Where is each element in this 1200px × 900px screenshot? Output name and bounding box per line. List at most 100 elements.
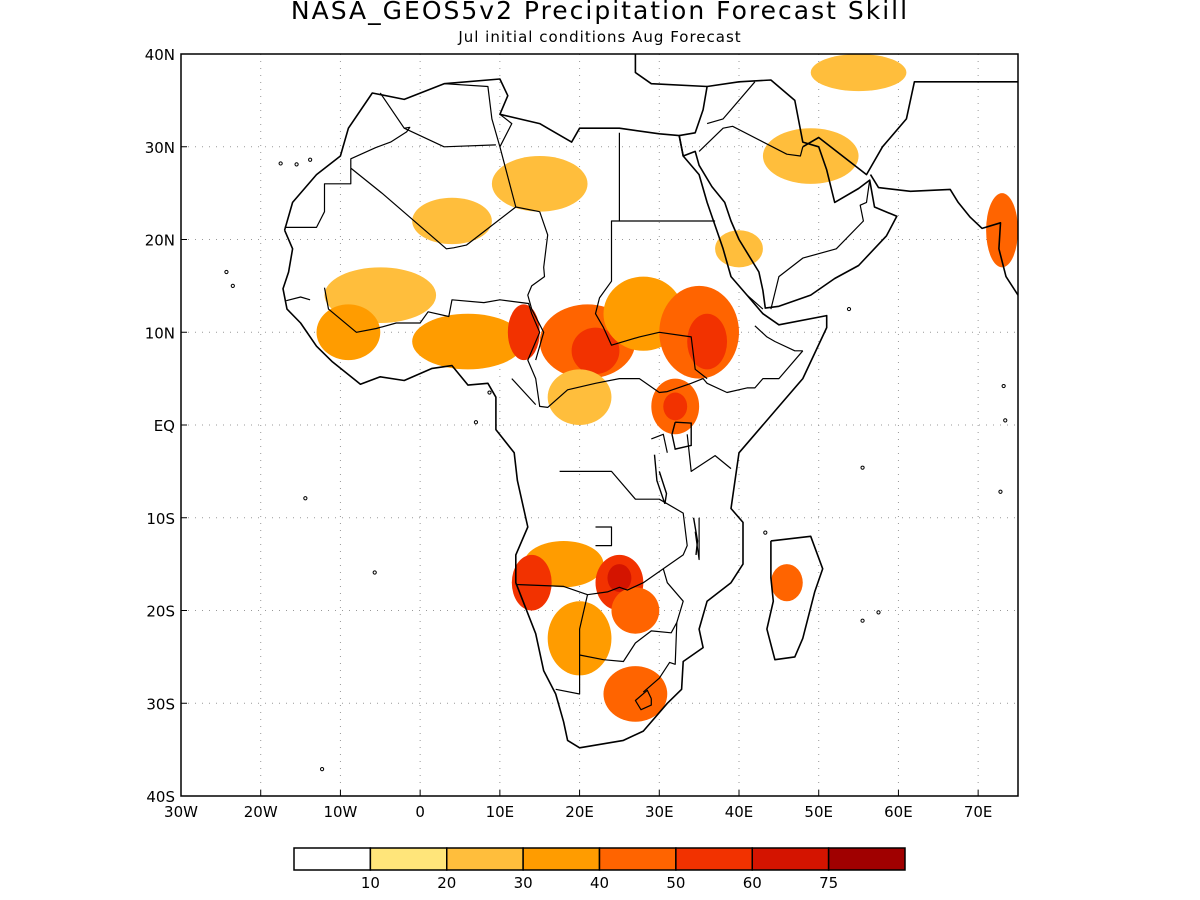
country-border	[403, 127, 496, 148]
lon-tick-label: 70E	[964, 803, 993, 821]
island	[224, 269, 229, 275]
skill-patch	[810, 54, 907, 92]
island	[1003, 418, 1008, 423]
lon-tick-label: 40E	[725, 803, 754, 821]
island	[860, 465, 865, 470]
island	[372, 570, 377, 575]
skill-patch	[412, 197, 492, 245]
country-border	[323, 287, 804, 408]
lat-tick-label: 10N	[145, 324, 175, 342]
lake-outline	[692, 517, 699, 555]
country-border	[444, 83, 517, 208]
lon-tick-label: 10W	[323, 803, 357, 821]
coastline	[869, 174, 1018, 296]
skill-patch	[687, 313, 728, 370]
colorbar-swatch	[293, 847, 372, 871]
lon-tick-label: 20W	[244, 803, 278, 821]
island	[230, 283, 235, 288]
island	[319, 767, 325, 772]
colorbar-label: 50	[666, 874, 685, 892]
island	[308, 157, 313, 162]
country-borders	[284, 81, 871, 711]
country-border	[642, 622, 678, 693]
country-border	[595, 526, 613, 547]
map-title: NASA_GEOS5v2 Precipitation Forecast Skil…	[290, 0, 910, 25]
island	[1001, 383, 1006, 389]
lat-tick-label: 40S	[146, 788, 175, 806]
lon-tick-label: 10E	[486, 803, 515, 821]
colorbar-swatch	[446, 847, 524, 871]
country-border	[706, 81, 756, 125]
island	[860, 618, 865, 623]
lon-tick-label: 30E	[645, 803, 674, 821]
skill-shading	[316, 54, 1018, 722]
island	[763, 530, 768, 535]
lon-tick-label: 20E	[565, 803, 594, 821]
colorbar-swatch	[522, 847, 601, 871]
country-border	[286, 296, 311, 302]
lake-outline	[671, 421, 692, 450]
skill-patch	[770, 564, 803, 602]
country-border	[511, 378, 537, 406]
colorbar-swatch	[827, 847, 906, 871]
skill-patch	[603, 666, 668, 722]
coastlines	[224, 54, 1018, 772]
lake-outline	[653, 454, 668, 505]
lat-tick-label: 20N	[145, 232, 175, 250]
coastline	[282, 78, 828, 749]
map-subtitle: Jul initial conditions Aug Forecast	[458, 28, 742, 46]
colorbar-label: 60	[743, 874, 762, 892]
lon-tick-label: 0	[415, 803, 425, 821]
country-border	[527, 211, 549, 361]
island	[846, 306, 852, 312]
country-border	[350, 92, 411, 169]
lon-tick-label: 60E	[884, 803, 913, 821]
island	[998, 489, 1003, 494]
island	[294, 162, 299, 167]
skill-patch	[547, 369, 612, 425]
country-border	[634, 689, 652, 711]
colorbar-swatch	[675, 847, 753, 871]
country-border	[579, 568, 684, 663]
skill-patch	[511, 554, 552, 611]
colorbar-swatch	[598, 847, 677, 871]
skill-patch	[316, 304, 381, 361]
coastline	[802, 81, 1018, 176]
lat-tick-label: 10S	[146, 510, 175, 528]
colorbar-swatch	[369, 847, 448, 871]
skill-patch	[611, 587, 660, 634]
lat-tick-label: 20S	[146, 603, 175, 621]
island	[303, 496, 308, 501]
coastline	[766, 535, 824, 661]
skill-patch	[412, 313, 524, 370]
colorbar-label: 30	[514, 874, 533, 892]
skill-patch	[507, 304, 540, 361]
country-border	[770, 180, 871, 310]
colorbar-label: 40	[590, 874, 609, 892]
island	[487, 390, 492, 395]
country-border	[284, 168, 352, 228]
lat-tick-label: 30S	[146, 695, 175, 713]
colorbar-label: 20	[437, 874, 456, 892]
skill-patch	[663, 392, 688, 421]
skill-patch	[986, 193, 1018, 268]
lon-tick-label: 30W	[164, 803, 198, 821]
lat-tick-label: 30N	[145, 139, 175, 157]
lon-tick-label: 50E	[804, 803, 833, 821]
country-border	[499, 113, 513, 148]
lat-tick-label: EQ	[154, 417, 175, 435]
lat-tick-label: 40N	[145, 46, 175, 64]
country-border	[754, 325, 803, 352]
coastline	[634, 54, 708, 88]
country-border	[698, 125, 804, 157]
island	[876, 610, 881, 615]
skill-patch	[571, 327, 620, 374]
colorbar: 10 20 30 40 50 60 75	[293, 847, 906, 892]
country-border	[618, 132, 716, 222]
colorbar-swatch	[751, 847, 830, 871]
grid-lines	[181, 54, 1018, 796]
skill-patch	[762, 128, 859, 184]
skill-patch	[491, 156, 588, 212]
